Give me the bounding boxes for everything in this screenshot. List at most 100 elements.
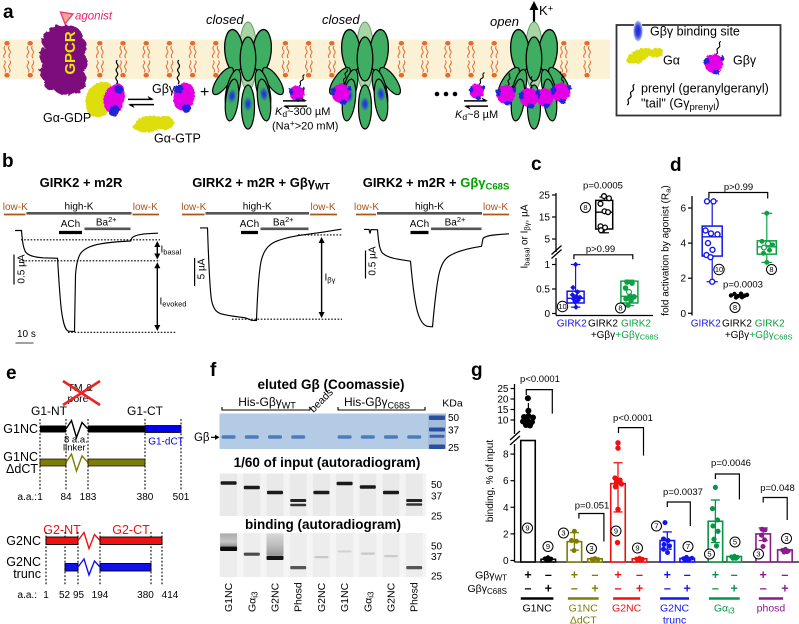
- svg-text:GPCR: GPCR: [62, 31, 79, 75]
- svg-text:p=0.051: p=0.051: [575, 501, 610, 512]
- svg-text:–: –: [760, 582, 767, 596]
- svg-text:–: –: [684, 568, 691, 582]
- svg-text:g: g: [471, 360, 483, 381]
- svg-text:a.a.:: a.a.:: [18, 590, 37, 601]
- svg-text:ACh: ACh: [240, 219, 259, 230]
- svg-text:Gα: Gα: [663, 54, 680, 68]
- svg-text:Ibasal or Iβγ, µA: Ibasal or Iβγ, µA: [520, 204, 532, 268]
- svg-text:2: 2: [680, 274, 686, 285]
- svg-text:95: 95: [73, 590, 85, 601]
- svg-text:Gβγ: Gβγ: [152, 82, 176, 96]
- svg-text:+: +: [571, 568, 578, 582]
- svg-text:prenyl (geranylgeranyl): prenyl (geranylgeranyl): [641, 82, 769, 96]
- svg-text:84: 84: [60, 492, 72, 503]
- svg-text:ΔdCT: ΔdCT: [570, 615, 597, 624]
- svg-text:380: 380: [137, 590, 154, 601]
- svg-text:low-K: low-K: [133, 202, 158, 213]
- svg-text:8: 8: [733, 303, 737, 312]
- svg-text:25: 25: [431, 572, 443, 583]
- svg-text:GβγWT: GβγWT: [475, 570, 507, 583]
- svg-text:GβγC68S: GβγC68S: [468, 583, 507, 596]
- svg-text:His-GβγWT: His-GβγWT: [238, 395, 296, 411]
- svg-text:3: 3: [589, 544, 593, 553]
- svg-text:trunc: trunc: [13, 567, 41, 581]
- svg-text:p=0.048: p=0.048: [760, 483, 795, 494]
- svg-text:G2NC: G2NC: [316, 582, 328, 612]
- svg-text:G2NC: G2NC: [386, 582, 398, 612]
- svg-text:Kd~8 µM: Kd~8 µM: [455, 109, 498, 122]
- svg-text:5 µA: 5 µA: [197, 258, 208, 279]
- svg-text:0: 0: [544, 309, 550, 320]
- svg-text:5: 5: [733, 538, 737, 547]
- svg-text:open: open: [490, 14, 519, 29]
- svg-text:7: 7: [654, 522, 658, 531]
- svg-text:+: +: [524, 568, 531, 582]
- svg-text:–: –: [781, 568, 788, 582]
- svg-text:G1-CT: G1-CT: [127, 404, 164, 418]
- svg-text:GIRK2 + m2R + GβγC68S: GIRK2 + m2R + GβγC68S: [363, 175, 510, 193]
- svg-text:a.a.:: a.a.:: [18, 492, 37, 503]
- svg-text:G1NC: G1NC: [3, 450, 38, 464]
- svg-text:high-K: high-K: [243, 202, 272, 213]
- svg-text:closed: closed: [206, 12, 244, 27]
- svg-text:10 s: 10 s: [17, 329, 36, 340]
- svg-text:Gβ: Gβ: [194, 432, 210, 444]
- svg-text:1: 1: [43, 590, 49, 601]
- svg-text:25: 25: [431, 512, 443, 523]
- svg-text:agonist: agonist: [75, 11, 113, 23]
- svg-text:GIRK2: GIRK2: [557, 319, 587, 330]
- svg-text:Phosd: Phosd: [409, 582, 421, 612]
- svg-text:+Gβγ: +Gβγ: [725, 330, 749, 341]
- svg-text:8: 8: [769, 265, 773, 274]
- svg-text:–: –: [615, 582, 622, 596]
- svg-text:25: 25: [448, 443, 460, 454]
- svg-text:+: +: [614, 568, 621, 582]
- svg-text:Phosd: Phosd: [293, 582, 305, 612]
- svg-text:linker: linker: [63, 443, 86, 454]
- svg-text:G1NC: G1NC: [569, 603, 599, 615]
- svg-text:0: 0: [503, 556, 509, 567]
- svg-text:37: 37: [431, 552, 443, 563]
- svg-text:8 a.a.: 8 a.a.: [64, 435, 88, 446]
- svg-text:e: e: [6, 363, 17, 384]
- svg-text:–: –: [636, 568, 643, 582]
- svg-text:GIRK2: GIRK2: [722, 319, 752, 330]
- svg-text:1: 1: [544, 260, 550, 271]
- svg-text:Ievoked: Ievoked: [160, 297, 187, 309]
- svg-text:0.5 µA: 0.5 µA: [368, 246, 379, 275]
- svg-text:50: 50: [448, 413, 460, 424]
- svg-text:KDa: KDa: [442, 398, 463, 410]
- svg-text:p>0.99: p>0.99: [586, 244, 615, 255]
- svg-text:ACh: ACh: [61, 219, 80, 230]
- svg-text:3: 3: [784, 534, 788, 543]
- svg-text:p>0.99: p>0.99: [724, 182, 753, 193]
- svg-text:+: +: [760, 568, 767, 582]
- svg-text:380: 380: [137, 492, 154, 503]
- svg-text:+: +: [200, 84, 209, 101]
- svg-text:–: –: [712, 582, 719, 596]
- svg-text:GIRK2 + m2R + GβγWT: GIRK2 + m2R + GβγWT: [192, 175, 330, 193]
- svg-text:+GβγC68S: +GβγC68S: [615, 330, 658, 342]
- svg-text:9: 9: [525, 524, 529, 533]
- svg-text:2: 2: [503, 529, 509, 540]
- svg-text:pore: pore: [67, 393, 88, 405]
- svg-text:501: 501: [173, 492, 190, 503]
- svg-text:Ba2+: Ba2+: [273, 215, 294, 229]
- svg-text:p<0.0001: p<0.0001: [520, 374, 560, 385]
- svg-text:+Gβγ: +Gβγ: [591, 330, 615, 341]
- svg-text:+: +: [545, 582, 552, 596]
- svg-text:8: 8: [583, 203, 587, 212]
- svg-text:G1-dCT: G1-dCT: [148, 437, 184, 448]
- svg-text:a: a: [3, 2, 14, 23]
- svg-text:b: b: [2, 151, 14, 172]
- svg-text:low-K: low-K: [181, 202, 206, 213]
- svg-text:Gβγ binding site: Gβγ binding site: [650, 25, 740, 39]
- svg-text:9: 9: [614, 527, 618, 536]
- svg-text:52: 52: [59, 590, 71, 601]
- svg-text:4: 4: [680, 239, 686, 250]
- svg-text:eluted Gβ (Coomassie): eluted Gβ (Coomassie): [257, 377, 404, 392]
- svg-text:trunc: trunc: [663, 615, 686, 624]
- svg-text:–: –: [525, 582, 532, 596]
- svg-text:9: 9: [635, 544, 639, 553]
- svg-text:6: 6: [503, 476, 509, 487]
